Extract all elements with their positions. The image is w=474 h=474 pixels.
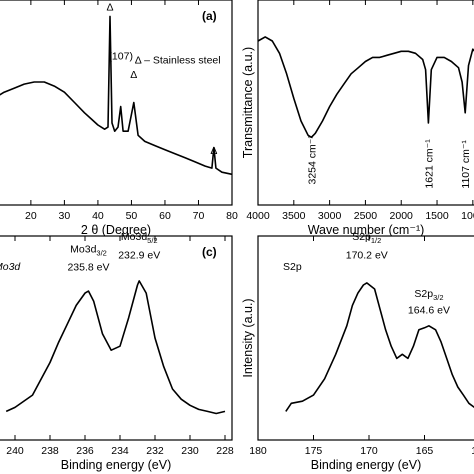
chart-3-x-tick-label: 236: [76, 445, 94, 457]
chart-4-x-tick-label: 180: [249, 445, 267, 457]
chart-2-x-tick-label: 3000: [318, 210, 342, 222]
chart-2-x-tick-label: 3500: [282, 210, 306, 222]
chart-4-series-line: [285, 282, 474, 412]
chart-2-x-tick-label: 2000: [390, 210, 414, 222]
chart-2-annotation: 3254 cm⁻¹: [306, 135, 318, 185]
chart-2-annotation: 1621 cm⁻¹: [423, 139, 435, 189]
chart-3-panel-label: (c): [202, 245, 217, 259]
chart-1-series-line: [0, 15, 233, 176]
chart-1-annotation: Δ: [210, 145, 217, 157]
chart-1-x-tick-label: 20: [25, 210, 37, 222]
chart-1-x-tick-label: 40: [92, 210, 104, 222]
chart-2-x-axis-title: Wave number (cm⁻¹): [308, 223, 425, 237]
chart-4-x-tick-label: 160: [471, 445, 474, 457]
chart-3-x-tick-label: 228: [216, 445, 234, 457]
chart-3-annotation: Mo3d3/2: [70, 243, 107, 257]
chart-4-annotation: 170.2 eV: [346, 249, 388, 261]
chart-4-x-tick-label: 170: [360, 445, 378, 457]
chart-4-annotation-subscript: 1/2: [371, 236, 381, 245]
chart-3-x-tick-label: 234: [111, 445, 129, 457]
chart-4-annotation: S2p3/2: [414, 288, 443, 302]
chart-1-legend-text: Δ – Stainless steel: [135, 55, 221, 67]
chart-3-frame: [0, 235, 233, 441]
chart-4-x-tick-label: 175: [305, 445, 323, 457]
chart-3-annotation-subscript: 5/2: [147, 236, 157, 245]
chart-2-annotation: 1107 cm⁻¹: [460, 140, 472, 189]
chart-1-annotation: Δ: [130, 69, 137, 81]
chart-3-annotation: 235.8 eV: [67, 262, 109, 274]
chart-1-frame: [0, 0, 233, 206]
chart-3-x-tick-label: 232: [146, 445, 164, 457]
chart-3-annotation: Mo3d5/2: [121, 231, 158, 245]
chart-4-x-axis-title: Binding energy (eV): [311, 458, 421, 472]
chart-4-annotation-subscript: 3/2: [433, 293, 443, 302]
chart-1-x-tick-label: 50: [126, 210, 138, 222]
chart-3-series-line: [5, 280, 226, 415]
chart-4-panel-title: S2p: [283, 261, 302, 273]
chart-3-x-tick-label: 238: [41, 445, 59, 457]
chart-2-x-tick-label: 1500: [425, 210, 449, 222]
chart-1-x-axis-title: 2 θ (Degree): [81, 223, 151, 237]
chart-1-annotation: Δ: [106, 1, 113, 13]
chart-1-x-tick-label: 60: [159, 210, 171, 222]
chart-2-x-tick-label: 1000: [461, 210, 474, 222]
chart-2-frame: [257, 0, 474, 206]
chart-2-x-tick-label: 2500: [354, 210, 378, 222]
chart-3-x-tick-label: 240: [6, 445, 24, 457]
chart-1-annotation: (107): [108, 50, 133, 62]
chart-1-panel-label: (a): [202, 9, 217, 23]
chart-1-x-tick-label: 80: [226, 210, 238, 222]
chart-2-series-line: [257, 36, 474, 139]
chart-3-x-tick-label: 230: [181, 445, 199, 457]
chart-4-y-axis-title: Intensity (a.u.): [241, 298, 255, 377]
chart-3-annotation-subscript: 3/2: [96, 248, 106, 257]
chart-4-annotation: 164.6 eV: [408, 305, 450, 317]
chart-2-y-axis-title: Transmittance (a.u.): [241, 47, 255, 158]
chart-1-x-tick-label: 30: [59, 210, 71, 222]
chart-3-panel-title: Mo3d: [0, 261, 21, 273]
chart-3-x-axis-title: Binding energy (eV): [61, 458, 171, 472]
chart-3-annotation: 232.9 eV: [118, 249, 160, 261]
chart-1-x-tick-label: 70: [193, 210, 205, 222]
chart-2-x-tick-label: 4000: [246, 210, 270, 222]
chart-4-x-tick-label: 165: [416, 445, 434, 457]
